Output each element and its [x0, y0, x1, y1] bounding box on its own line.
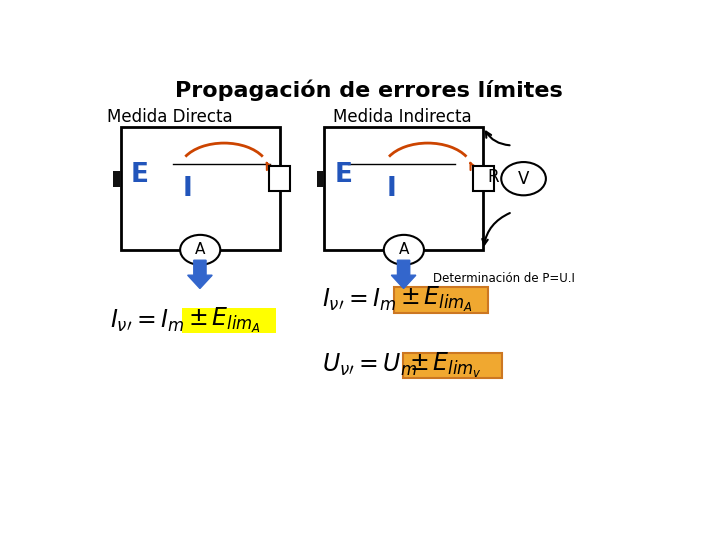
Bar: [473, 166, 494, 191]
Text: R: R: [488, 167, 500, 186]
Text: Propagación de errores límites: Propagación de errores límites: [175, 79, 563, 101]
Bar: [269, 166, 290, 191]
Text: Medida Directa: Medida Directa: [107, 109, 233, 126]
Circle shape: [180, 235, 220, 265]
Text: $\pm\,E_{lim_A}$: $\pm\,E_{lim_A}$: [400, 285, 473, 314]
FancyBboxPatch shape: [181, 308, 276, 333]
Circle shape: [384, 235, 424, 265]
Text: $\pm\,E_{lim_A}$: $\pm\,E_{lim_A}$: [188, 306, 261, 335]
Text: A: A: [195, 242, 205, 258]
FancyBboxPatch shape: [403, 353, 503, 379]
Text: A: A: [399, 242, 409, 258]
Text: $\pm\,E_{lim_v}$: $\pm\,E_{lim_v}$: [409, 350, 482, 380]
FancyBboxPatch shape: [394, 287, 488, 313]
FancyArrow shape: [392, 260, 416, 288]
Text: E: E: [334, 163, 352, 188]
Bar: [114, 171, 121, 187]
FancyArrow shape: [188, 260, 212, 288]
Text: E: E: [131, 163, 149, 188]
Text: $I_{\nu\prime} = I_m$: $I_{\nu\prime} = I_m$: [109, 307, 184, 334]
Text: $U_{\nu\prime} = U_m$: $U_{\nu\prime} = U_m$: [322, 352, 417, 378]
Text: Medida Indirecta: Medida Indirecta: [333, 109, 472, 126]
Text: I: I: [183, 176, 192, 202]
Bar: [324, 127, 483, 250]
Circle shape: [501, 162, 546, 195]
Text: $I_{\nu\prime} = I_m$: $I_{\nu\prime} = I_m$: [322, 287, 396, 313]
Bar: [317, 171, 324, 187]
Bar: [121, 127, 279, 250]
Text: V: V: [518, 170, 529, 188]
Text: Determinación de P=U.I: Determinación de P=U.I: [433, 272, 575, 285]
Text: I: I: [386, 176, 396, 202]
